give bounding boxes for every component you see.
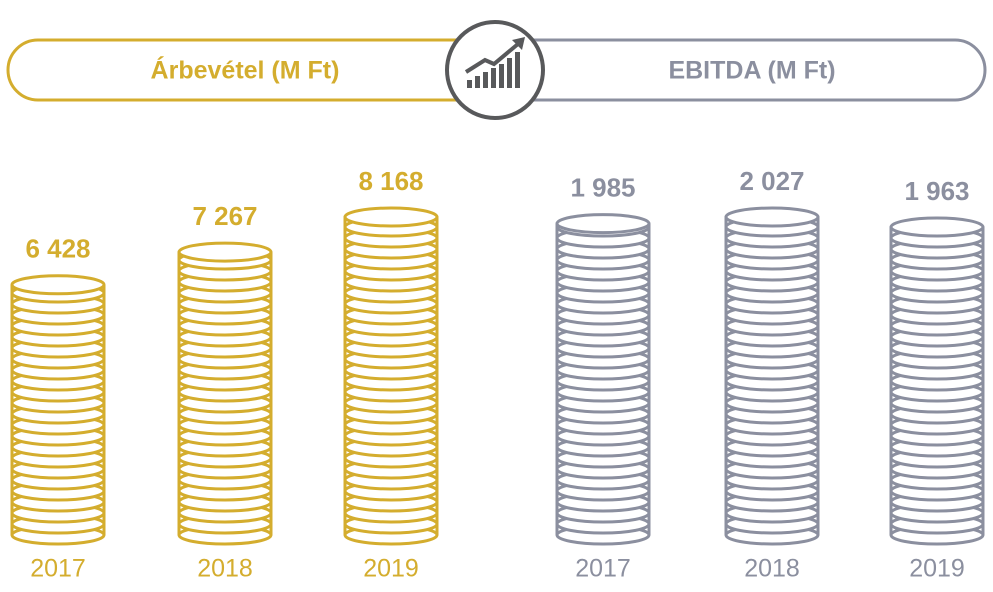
coin <box>10 274 106 296</box>
coin-stack <box>177 241 273 546</box>
x-tick-label: 2017 <box>575 555 631 583</box>
coin <box>889 216 985 238</box>
value-label: 7 267 <box>192 201 257 231</box>
coin-stack <box>343 206 439 546</box>
value-label: 1 963 <box>904 176 969 206</box>
coin-stack <box>889 216 985 546</box>
x-tick-label: 2019 <box>363 555 419 583</box>
coin-stack <box>10 274 106 546</box>
x-tick-label: 2018 <box>197 555 253 583</box>
coin <box>177 241 273 263</box>
coin-stack <box>724 206 820 546</box>
x-tick-label: 2019 <box>909 555 965 583</box>
coin <box>343 206 439 228</box>
coin <box>724 206 820 228</box>
x-tick-label: 2018 <box>744 555 800 583</box>
value-label: 1 985 <box>570 172 635 202</box>
value-label: 2 027 <box>739 166 804 196</box>
value-label: 8 168 <box>358 166 423 196</box>
x-tick-label: 2017 <box>30 555 86 583</box>
value-label: 6 428 <box>25 234 90 264</box>
growth-icon <box>445 20 545 120</box>
chart-title: Árbevétel (M Ft) <box>151 56 340 85</box>
coin <box>555 213 651 235</box>
chart-title: EBITDA (M Ft) <box>668 57 835 85</box>
coin-stack <box>555 213 651 546</box>
